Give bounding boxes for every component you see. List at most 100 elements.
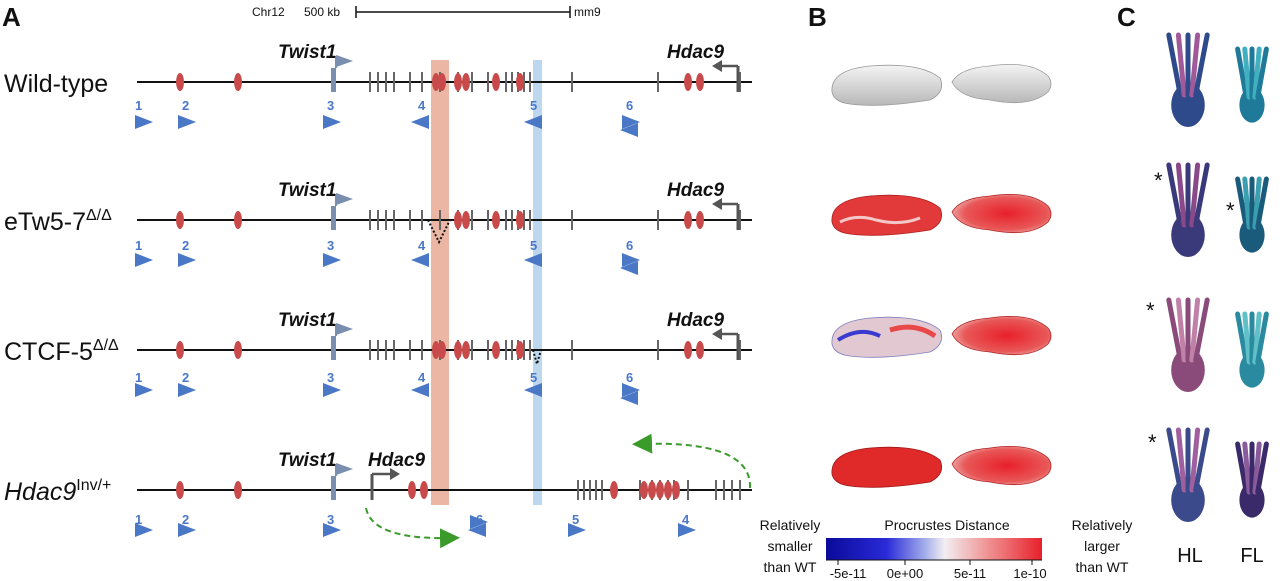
primer-number: 3 — [327, 98, 334, 113]
primer-number: 2 — [182, 238, 189, 253]
enhancer-element — [684, 73, 692, 91]
primer-number: 3 — [327, 238, 334, 253]
interaction-arrow-lower — [365, 507, 460, 549]
forelimb-image — [1235, 311, 1269, 388]
limb-asterisk: * — [1148, 430, 1157, 455]
primer-number: 5 — [530, 98, 537, 113]
enhancer-element — [492, 341, 500, 359]
hdac9-arrow — [712, 60, 722, 72]
enhancer-element — [492, 211, 500, 229]
primer-number: 4 — [418, 238, 426, 253]
primer-number: 6 — [626, 370, 633, 385]
skull-dorsal-hdac9-inv — [951, 445, 1052, 486]
skull-dorsal-etw5-7 — [951, 193, 1052, 234]
primer-arrow — [411, 253, 429, 267]
legend-right-line3: than WT — [1076, 559, 1129, 575]
legend-tick: 5e-11 — [954, 566, 986, 581]
enhancer-element — [234, 341, 242, 359]
primer-arrow — [524, 253, 542, 267]
primer-number: 2 — [182, 98, 189, 113]
hindlimb-image — [1166, 162, 1210, 257]
gene-hdac9-row4: Hdac9 — [368, 450, 425, 471]
twist1-promoter-flag — [335, 463, 353, 476]
enhancer-element — [610, 481, 618, 499]
twist1-gene — [331, 476, 336, 500]
enhancer-element — [462, 211, 470, 229]
primer-arrow — [135, 383, 153, 397]
hdac9-arrow — [712, 328, 722, 340]
enhancer-element — [640, 481, 648, 499]
twist1-gene — [331, 68, 336, 92]
primer-arrow — [135, 115, 153, 129]
twist1-gene — [331, 336, 336, 360]
primer-arrow — [135, 253, 153, 267]
twist1-promoter-flag — [335, 55, 353, 68]
skull-panel — [831, 63, 1052, 488]
legend-left-line2: smaller — [767, 538, 812, 554]
enhancer-element — [516, 73, 524, 91]
enhancer-element — [438, 341, 446, 359]
limb-label-hl: HL — [1177, 545, 1203, 567]
deletion-mark — [532, 349, 542, 368]
primer-number: 5 — [530, 238, 537, 253]
limb-asterisk: * — [1154, 168, 1163, 193]
enhancer-element — [696, 211, 704, 229]
enhancer-element — [420, 481, 428, 499]
limb-asterisk: * — [1226, 198, 1235, 223]
primer-number: 5 — [572, 512, 579, 527]
enhancer-element — [684, 341, 692, 359]
primer-arrow — [524, 115, 542, 129]
primer-arrow — [620, 261, 638, 275]
primer-number: 4 — [418, 370, 426, 385]
primer-arrow — [568, 523, 586, 537]
skull-lateral-etw5-7 — [831, 194, 943, 236]
primer-arrow — [622, 383, 640, 397]
limb-label-fl: FL — [1240, 545, 1263, 567]
primer-arrow — [178, 115, 196, 129]
limb-panel — [1166, 32, 1269, 522]
primer-number: 6 — [476, 512, 483, 527]
legend-right-line2: larger — [1084, 538, 1120, 554]
forelimb-image — [1235, 176, 1269, 253]
primer-arrow — [178, 523, 196, 537]
legend-colorbar — [826, 538, 1042, 560]
enhancer-element — [696, 73, 704, 91]
enhancer-element — [454, 341, 462, 359]
enhancer-element — [234, 73, 242, 91]
hindlimb-image — [1166, 32, 1210, 127]
interaction-arrow-upper — [632, 433, 752, 489]
panel-label-c: C — [1117, 2, 1136, 32]
enhancer-element — [696, 341, 704, 359]
gene-twist1-row4: Twist1 — [278, 450, 336, 471]
gene-twist1-row3: Twist1 — [278, 310, 336, 331]
forelimb-image — [1235, 46, 1269, 123]
primer-arrow — [524, 383, 542, 397]
skull-dorsal-ctcf-5 — [951, 315, 1052, 356]
deletion-mark — [427, 219, 451, 245]
primer-number: 3 — [327, 512, 334, 527]
enhancer-element — [234, 211, 242, 229]
twist1-gene — [331, 206, 336, 230]
forelimb-image — [1235, 441, 1269, 518]
primer-numbers: 1 2 3 4 5 6 1 2 3 4 5 6 1 2 3 4 5 6 1 2 … — [135, 98, 690, 527]
gene-twist1-row1: Twist1 — [278, 42, 336, 63]
gene-hdac9-row3: Hdac9 — [667, 310, 724, 331]
primer-number: 1 — [135, 370, 142, 385]
enhancer-element — [684, 211, 692, 229]
primer-number: 4 — [682, 512, 690, 527]
gene-hdac9-row2: Hdac9 — [667, 180, 724, 201]
primer-arrow — [411, 115, 429, 129]
ctcf-region-highlight — [431, 60, 449, 505]
enhancer-element — [656, 481, 664, 499]
primer-arrow — [411, 383, 429, 397]
enhancer-element — [438, 73, 446, 91]
panel-label-a: A — [2, 2, 21, 32]
enhancer-element — [492, 73, 500, 91]
primer-arrow — [135, 523, 153, 537]
enhancer-element — [432, 341, 440, 359]
row-label-etw5-7: eTw5-7Δ/Δ — [4, 207, 112, 236]
skull-lateral-hdac9-inv — [831, 446, 943, 488]
limb-asterisk: * — [1146, 298, 1155, 323]
primer-number: 3 — [327, 370, 334, 385]
